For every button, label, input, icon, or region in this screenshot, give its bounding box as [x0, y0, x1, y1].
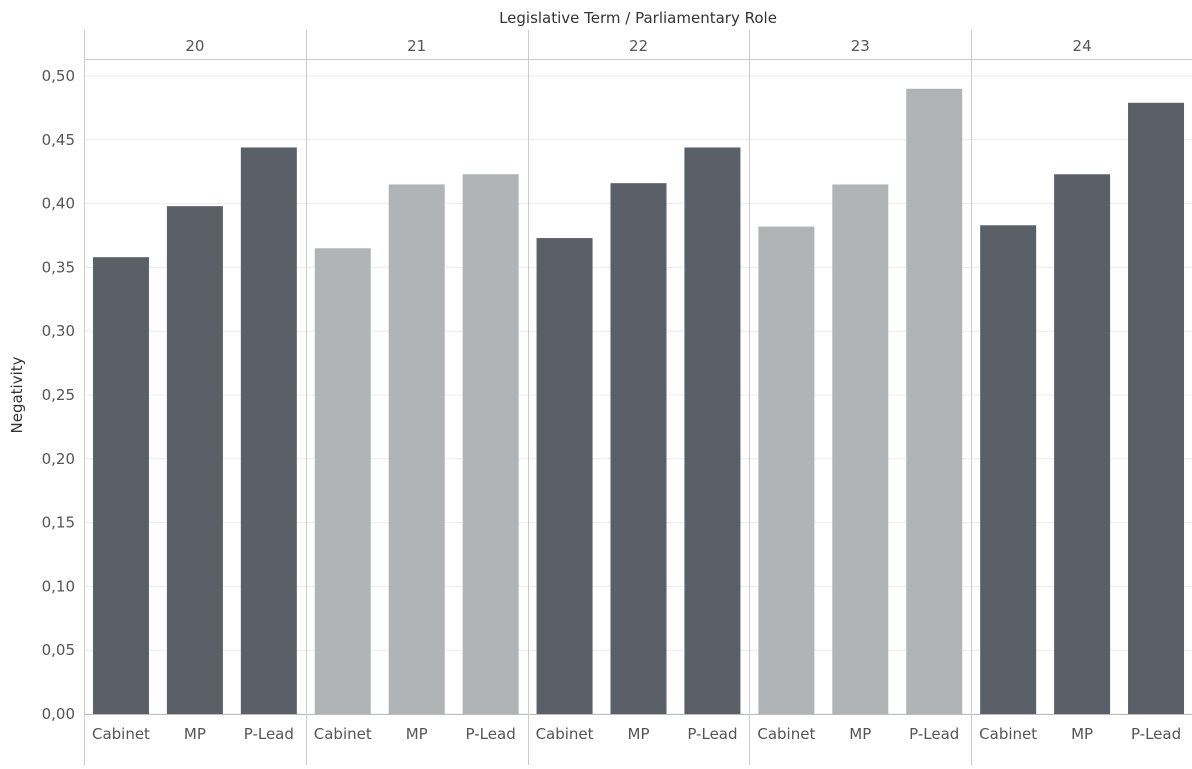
y-tick-label: 0,35 [42, 258, 75, 276]
group-header-label: 24 [1073, 37, 1092, 55]
y-tick-label: 0,15 [42, 514, 75, 532]
x-tick-label: Cabinet [979, 725, 1037, 743]
labels: 0,00 0,05 0,10 0,15 0,20 0,25 0,30 0,35 0,40 0,45… [42, 37, 1182, 743]
bar [1054, 174, 1111, 714]
bar [92, 257, 149, 714]
y-tick-label: 0,10 [42, 577, 75, 595]
bar [980, 225, 1037, 715]
bar [906, 88, 963, 714]
x-tick-label: MP [406, 725, 428, 743]
group-header-label: 23 [851, 37, 870, 55]
y-tick-label: 0,30 [42, 322, 75, 340]
x-tick-label: P-Lead [244, 725, 294, 743]
x-tick-label: P-Lead [909, 725, 959, 743]
x-tick-label: Cabinet [92, 725, 150, 743]
y-axis-label: Negativity [8, 356, 26, 433]
bar [240, 147, 297, 714]
bars [92, 88, 1185, 715]
y-tick-label: 0,50 [42, 67, 75, 85]
x-tick-label: MP [184, 725, 206, 743]
bar [462, 174, 519, 714]
x-tick-label: P-Lead [687, 725, 737, 743]
bar [610, 183, 667, 714]
x-tick-label: MP [1071, 725, 1093, 743]
group-header-label: 22 [629, 37, 648, 55]
bar [166, 206, 223, 715]
bar [314, 248, 371, 714]
bar [684, 147, 741, 714]
x-tick-label: P-Lead [1131, 725, 1181, 743]
bar [1128, 102, 1185, 714]
panel-frame [84, 30, 1192, 765]
x-tick-label: Cabinet [536, 725, 594, 743]
y-tick-label: 0,20 [42, 450, 75, 468]
x-tick-label: P-Lead [466, 725, 516, 743]
group-header-label: 21 [407, 37, 426, 55]
y-tick-label: 0,25 [42, 386, 75, 404]
y-tick-label: 0,05 [42, 641, 75, 659]
y-tick-label: 0,40 [42, 195, 75, 213]
x-tick-label: MP [628, 725, 650, 743]
y-tick-label: 0,00 [42, 705, 75, 723]
x-tick-label: Cabinet [757, 725, 815, 743]
bar [758, 226, 815, 714]
bar [388, 184, 445, 714]
bar [536, 238, 593, 714]
x-tick-label: Cabinet [314, 725, 372, 743]
chart-title: Legislative Term / Parliamentary Role [499, 9, 777, 27]
group-header-label: 20 [185, 37, 204, 55]
y-tick-label: 0,45 [42, 131, 75, 149]
x-tick-label: MP [849, 725, 871, 743]
bar [832, 184, 889, 714]
